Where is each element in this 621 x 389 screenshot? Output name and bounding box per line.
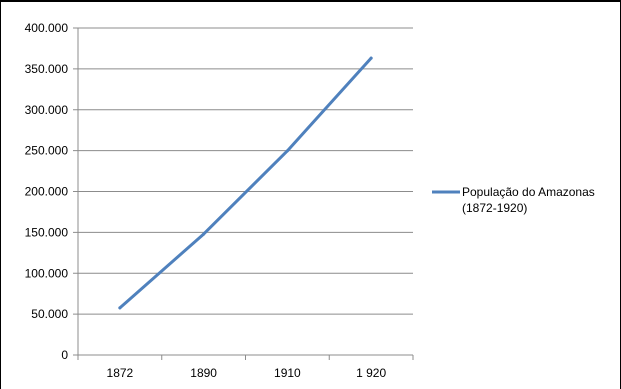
y-tick-labels: 0 50.000 100.000 150.000 200.000 250.000 300.0…	[25, 21, 78, 362]
y-tick-label: 50.000	[31, 307, 68, 321]
data-point	[285, 149, 289, 153]
y-tick-label: 150.000	[25, 225, 69, 239]
y-tick-label: 0	[61, 348, 68, 362]
x-tick-label: 1890	[190, 366, 217, 380]
x-tick-labels: 1872 1890 1910 1 920	[77, 355, 414, 380]
legend-label-line: (1872-1920)	[462, 201, 527, 215]
series-line	[118, 56, 373, 310]
y-tick-label: 300.000	[25, 103, 69, 117]
data-point	[369, 56, 373, 60]
series-layer	[118, 56, 373, 310]
data-point	[118, 306, 122, 310]
legend-label: População do Amazonas (1872-1920)	[462, 185, 595, 215]
y-tick-label: 350.000	[25, 62, 69, 76]
y-tick-label: 250.000	[25, 144, 69, 158]
legend-label-line: População do Amazonas	[462, 185, 595, 199]
y-tick-label: 100.000	[25, 266, 69, 280]
x-tick-label: 1872	[107, 366, 134, 380]
y-tick-label: 400.000	[25, 21, 69, 35]
grid-lines	[78, 27, 413, 315]
x-tick-label: 1910	[274, 366, 301, 380]
data-point	[202, 232, 206, 236]
y-tick-label: 200.000	[25, 185, 69, 199]
x-tick-label: 1 920	[356, 366, 386, 380]
legend: População do Amazonas (1872-1920)	[432, 185, 595, 215]
